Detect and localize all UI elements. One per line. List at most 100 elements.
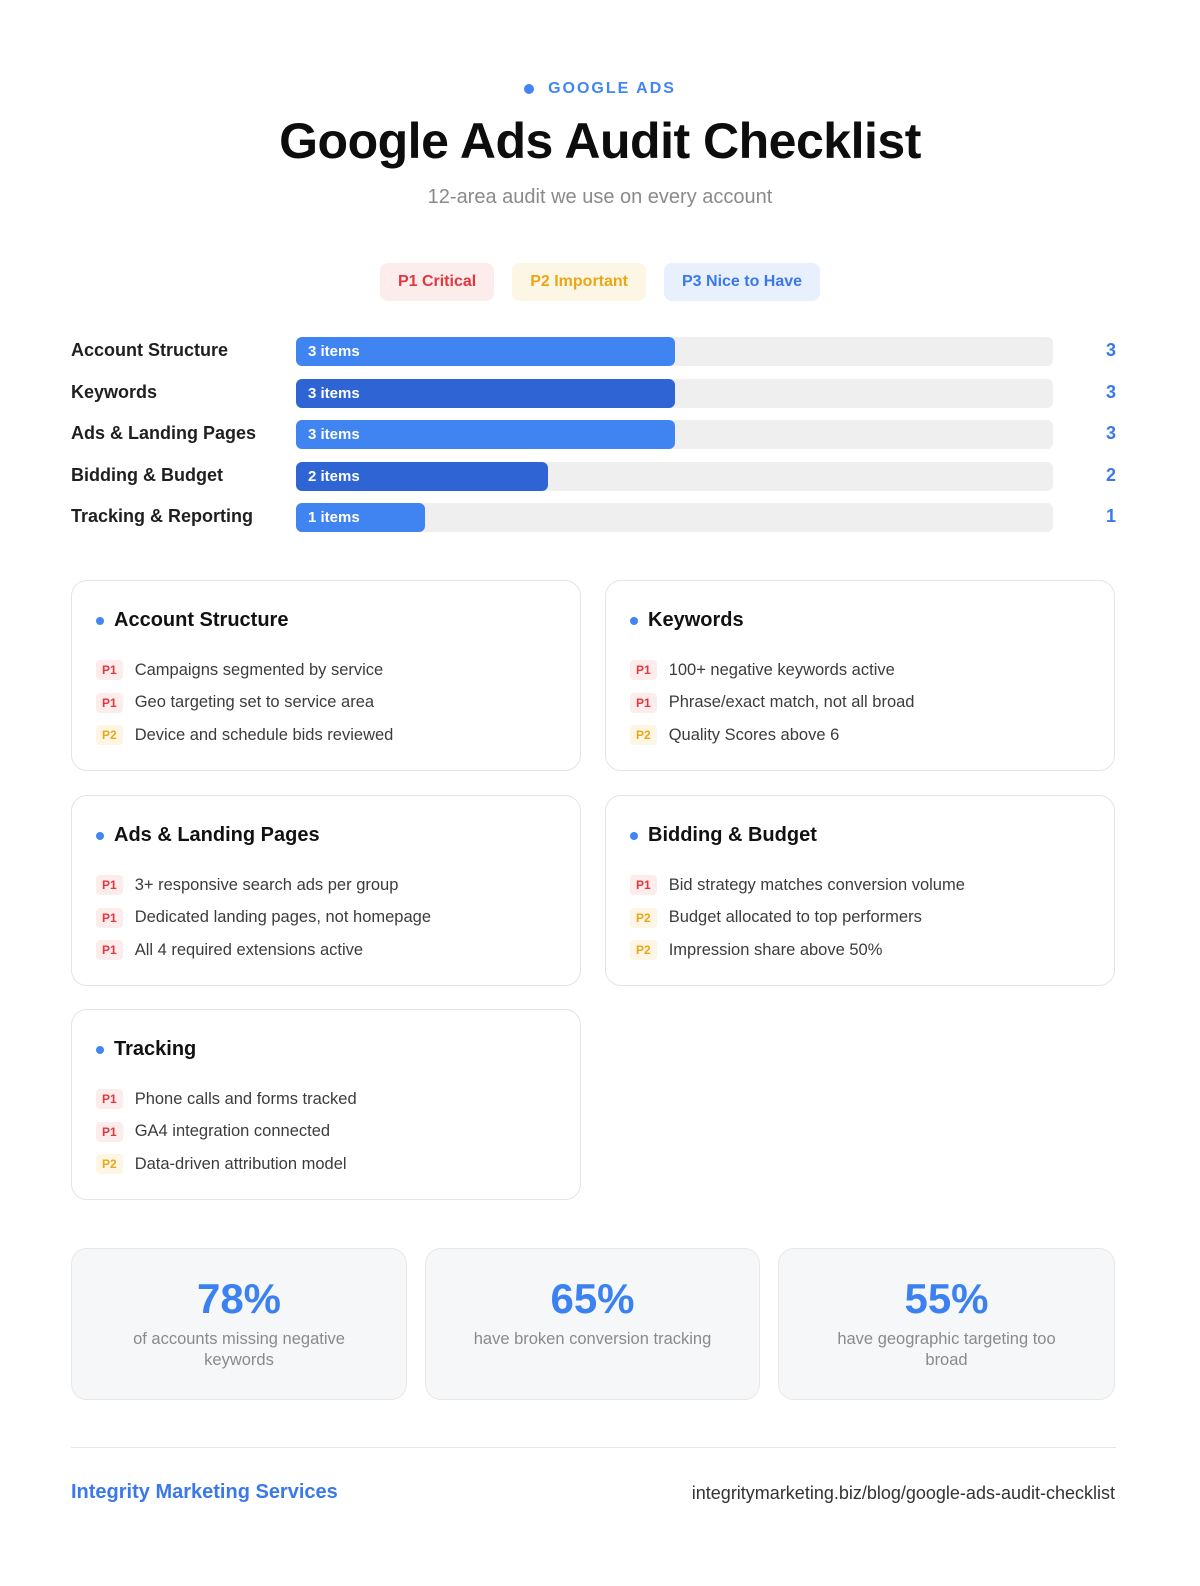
eyebrow-dot-icon: [524, 84, 535, 94]
stat-value: 55%: [904, 1275, 989, 1322]
stat-value: 65%: [550, 1275, 635, 1322]
legend-p3-nice-to-have: P3 Nice to Have: [664, 263, 821, 301]
card-title: Keywords: [648, 609, 744, 631]
checklist: P1 100+ negative keywords active P1 Phrase/…: [630, 654, 1094, 752]
checklist-item-text: 3+ responsive search ads per group: [134, 875, 399, 894]
bar-value-label: 3: [1105, 423, 1116, 443]
checklist-item-text: Device and schedule bids reviewed: [134, 725, 394, 744]
card-title: Account Structure: [114, 609, 289, 631]
bullet-dot-icon: [96, 831, 104, 840]
stat-description: have broken conversion tracking: [473, 1330, 712, 1348]
footer-brand: Integrity Marketing Services: [71, 1481, 338, 1503]
stat-card-conversion-tracking: 65% have broken conversion tracking: [425, 1248, 760, 1400]
priority-badge: P1: [96, 1089, 123, 1110]
checklist: P1 Campaigns segmented by service P1 Geo ta…: [96, 654, 560, 752]
bullet-dot-icon: [96, 1045, 104, 1054]
priority-badge: P1: [96, 1121, 123, 1142]
priority-badge: P1: [96, 940, 123, 961]
checklist-item: P1 All 4 required extensions active: [96, 934, 560, 967]
checklist-item: P1 Phrase/exact match, not all broad: [630, 687, 1094, 720]
bullet-dot-icon: [630, 831, 638, 840]
bar-row: Ads & Landing Pages 3 items 3: [71, 420, 1116, 449]
stat-card-negative-keywords: 78% of accounts missing negative keyword…: [71, 1248, 407, 1400]
card-header: Tracking: [96, 1038, 196, 1061]
items-bar-chart: Account Structure 3 items 3 Keywords 3 items…: [71, 337, 1116, 545]
bar-track: 1 items: [296, 503, 1053, 532]
checklist-item: P2 Quality Scores above 6: [630, 719, 1094, 752]
bar: 2 items: [296, 461, 549, 491]
bullet-dot-icon: [630, 616, 638, 625]
eyebrow: GOOGLE ADS: [0, 80, 1200, 99]
priority-badge: P1: [96, 660, 123, 681]
bar-track: 3 items: [296, 378, 1053, 408]
priority-badge: P2: [630, 725, 657, 746]
checklist-item: P1 100+ negative keywords active: [630, 654, 1094, 687]
card-header: Ads & Landing Pages: [96, 824, 320, 847]
legend-p1-critical: P1 Critical: [379, 263, 495, 301]
checklist: P1 Phone calls and forms tracked P1 GA4 int…: [96, 1083, 560, 1181]
bullet-dot-icon: [96, 616, 104, 625]
priority-badge: P1: [96, 907, 123, 928]
checklist-item: P1 Geo targeting set to service area: [96, 687, 560, 720]
checklist-card: Tracking P1 Phone calls and forms tracked P…: [71, 1009, 581, 1200]
card-header: Keywords: [630, 609, 744, 632]
checklist-item-text: Phone calls and forms tracked: [134, 1089, 357, 1108]
page-title: Google Ads Audit Checklist: [279, 113, 921, 169]
bar-row: Account Structure 3 items 3: [71, 337, 1116, 366]
checklist-item: P1 Campaigns segmented by service: [96, 654, 560, 687]
bar: 3 items: [296, 337, 675, 366]
bar-value-label: 1: [1105, 506, 1116, 526]
footer-url-link[interactable]: integritymarketing.biz/blog/google-ads-a…: [691, 1483, 1115, 1503]
checklist-item: P1 Bid strategy matches conversion volume: [630, 869, 1094, 902]
bar-row: Tracking & Reporting 1 items 1: [71, 503, 1116, 532]
checklist-card: Keywords P1 100+ negative keywords active P…: [605, 580, 1115, 771]
bar-value-label: 3: [1105, 340, 1116, 360]
checklist-item-text: All 4 required extensions active: [134, 940, 364, 959]
checklist-item-text: Impression share above 50%: [668, 940, 883, 959]
checklist-item-text: Budget allocated to top performers: [668, 908, 922, 927]
card-header: Bidding & Budget: [630, 824, 817, 847]
bar-row: Bidding & Budget 2 items 2: [71, 461, 1116, 491]
checklist-item-text: GA4 integration connected: [134, 1122, 331, 1141]
checklist-item: P2 Budget allocated to top performers: [630, 902, 1094, 935]
footer-divider: [71, 1447, 1116, 1448]
checklist-card: Ads & Landing Pages P1 3+ responsive searc…: [71, 795, 581, 986]
priority-legend: P1 Critical P2 Important P3 Nice to Have: [0, 263, 1200, 301]
priority-badge: P2: [630, 940, 657, 961]
card-title: Ads & Landing Pages: [114, 824, 320, 846]
checklist-item-text: Data-driven attribution model: [134, 1154, 347, 1173]
stat-description: of accounts missing negative keywords: [133, 1330, 345, 1369]
card-header: Account Structure: [96, 609, 288, 632]
bar-category-label: Keywords: [71, 381, 158, 402]
checklist-item: P1 GA4 integration connected: [96, 1116, 560, 1149]
checklist-item-text: Quality Scores above 6: [668, 725, 840, 744]
priority-badge: P1: [630, 875, 657, 896]
page-subtitle: 12-area audit we use on every account: [427, 186, 773, 208]
checklist-item-text: Bid strategy matches conversion volume: [668, 875, 965, 894]
stat-value: 78%: [196, 1275, 282, 1322]
checklist-item-text: Phrase/exact match, not all broad: [668, 693, 915, 712]
checklist-item: P2 Device and schedule bids reviewed: [96, 719, 560, 752]
checklist-item-text: 100+ negative keywords active: [668, 660, 895, 679]
checklist-item: P2 Impression share above 50%: [630, 934, 1094, 967]
bar-category-label: Account Structure: [71, 340, 229, 360]
priority-badge: P1: [96, 692, 123, 713]
checklist-card: Bidding & Budget P1 Bid strategy matches c…: [605, 795, 1115, 986]
bar: 3 items: [296, 420, 675, 449]
checklist-item: P1 3+ responsive search ads per group: [96, 869, 560, 902]
bar-category-label: Ads & Landing Pages: [71, 423, 257, 443]
priority-badge: P2: [630, 907, 657, 928]
checklist: P1 3+ responsive search ads per group P1 De…: [96, 869, 560, 967]
priority-badge: P1: [96, 875, 123, 896]
legend-p2-important: P2 Important: [512, 263, 646, 301]
checklist-item-text: Geo targeting set to service area: [134, 693, 375, 712]
priority-badge: P1: [630, 692, 657, 713]
card-title: Bidding & Budget: [648, 824, 817, 846]
checklist-item-text: Campaigns segmented by service: [134, 660, 384, 679]
checklist-card: Account Structure P1 Campaigns segmented b…: [71, 580, 581, 771]
card-title: Tracking: [114, 1038, 197, 1060]
checklist-item: P1 Dedicated landing pages, not homepage: [96, 902, 560, 935]
bar-row: Keywords 3 items 3: [71, 378, 1116, 408]
checklist-item: P2 Data-driven attribution model: [96, 1148, 560, 1181]
bar: 1 items: [296, 503, 425, 532]
